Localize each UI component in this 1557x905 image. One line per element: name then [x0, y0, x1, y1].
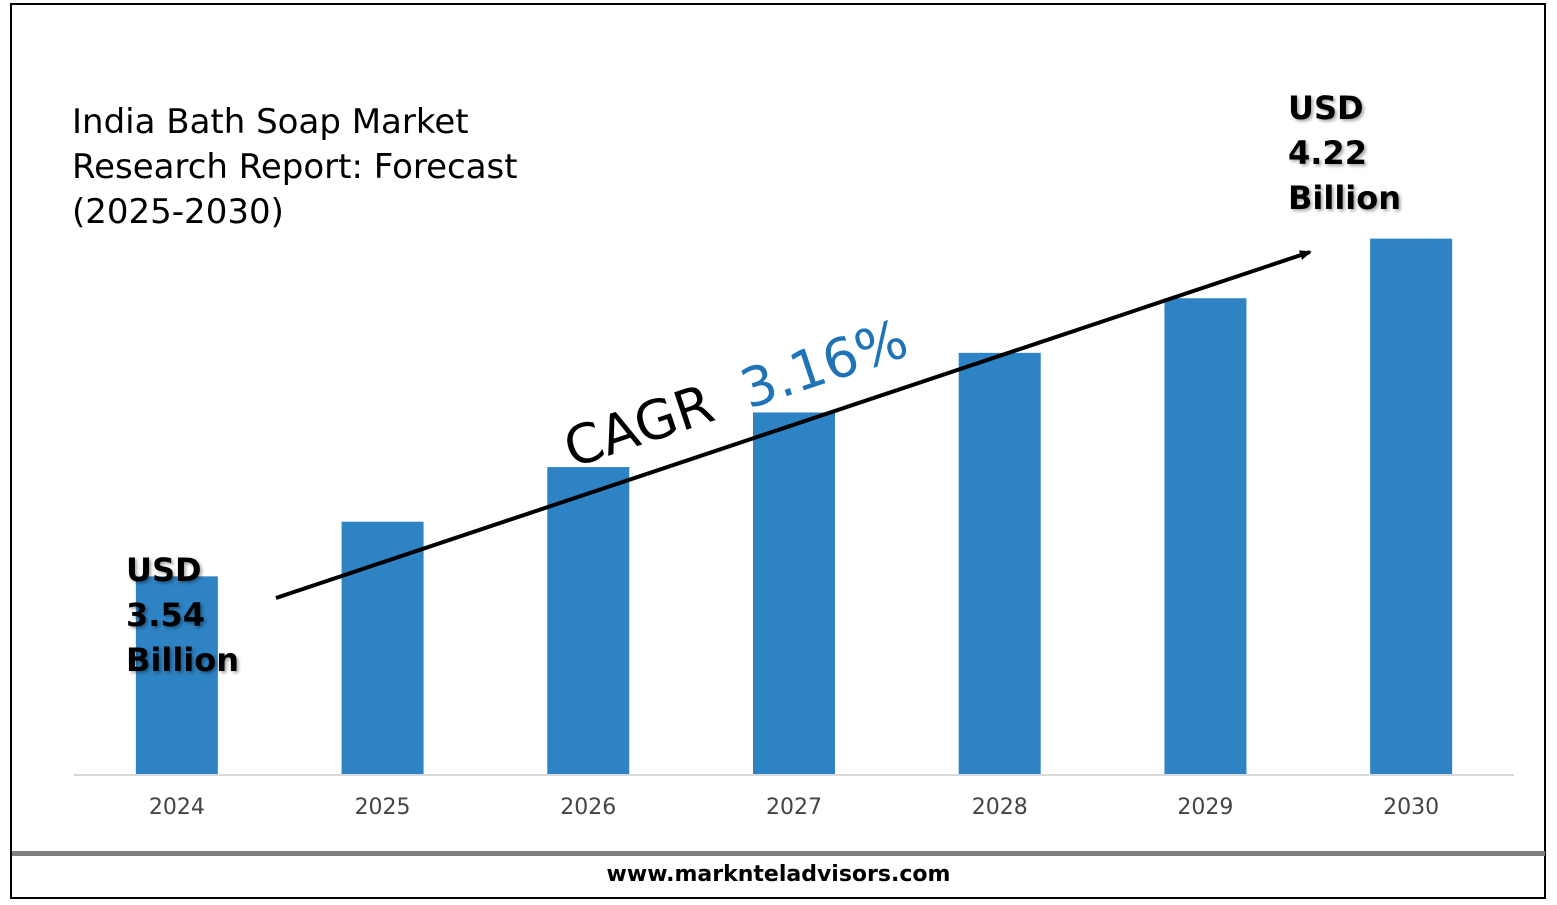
bar-2028: [958, 352, 1041, 775]
start-value-callout: USD 3.54 Billion: [126, 548, 239, 683]
end-amount: 4.22: [1288, 134, 1367, 172]
bar-2026: [547, 467, 630, 775]
start-currency: USD: [126, 551, 202, 589]
growth-arrow: [275, 250, 1312, 600]
cagr-value: 3.16%: [733, 307, 916, 421]
x-tick-2025: 2025: [355, 795, 411, 820]
end-currency: USD: [1288, 89, 1364, 127]
footer-divider: [12, 851, 1545, 856]
footer-website: www.marknteladvisors.com: [606, 862, 951, 887]
x-tick-2024: 2024: [149, 795, 205, 820]
bar-2030: [1370, 238, 1453, 775]
end-unit: Billion: [1288, 179, 1402, 217]
x-tick-2027: 2027: [766, 795, 822, 820]
start-unit: Billion: [126, 641, 240, 679]
x-tick-2026: 2026: [560, 795, 616, 820]
x-tick-2028: 2028: [972, 795, 1028, 820]
chart-title: India Bath Soap Market Research Report: …: [72, 102, 518, 232]
x-tick-2030: 2030: [1383, 795, 1439, 820]
x-axis-ticks: 2024 2025 2026 2027 2028 2029 2030: [149, 795, 1439, 820]
cagr-annotation: CAGR 3.16%: [556, 307, 915, 480]
cagr-label: CAGR: [556, 372, 721, 480]
bar-group: [135, 238, 1453, 775]
x-tick-2029: 2029: [1177, 795, 1233, 820]
bar-2027: [753, 412, 835, 775]
bar-2029: [1164, 298, 1247, 775]
bar-2025: [341, 521, 424, 775]
bar-2024: [135, 576, 218, 775]
start-amount: 3.54: [126, 596, 205, 634]
end-value-callout: USD 4.22 Billion: [1288, 86, 1401, 221]
